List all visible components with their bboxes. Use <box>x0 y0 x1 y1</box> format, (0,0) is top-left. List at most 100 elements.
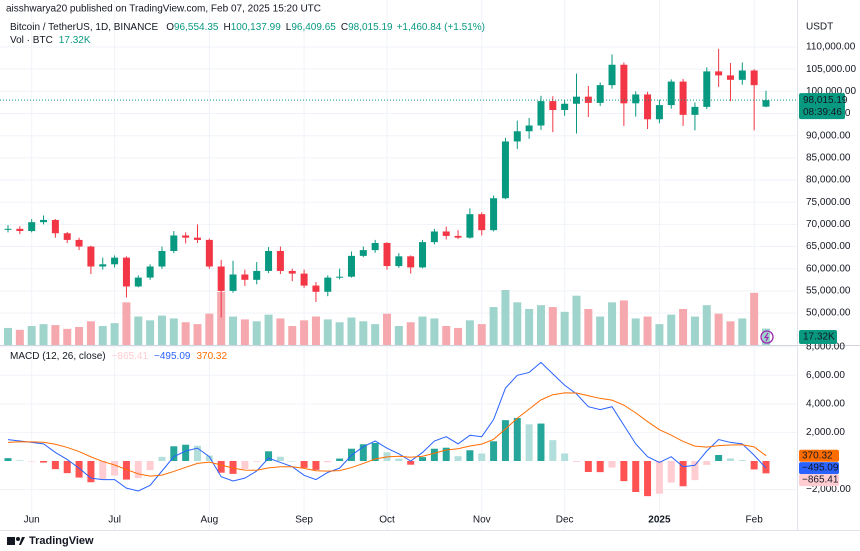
histogram-bar <box>182 444 190 461</box>
volume-bar <box>513 302 522 345</box>
histogram-bar <box>134 461 142 479</box>
ohlc-key: C <box>341 22 348 33</box>
candle-body <box>170 235 178 251</box>
histogram-bar <box>679 461 687 487</box>
footer-brand: TradingView <box>29 535 94 547</box>
histogram-bar <box>4 458 12 461</box>
y-tick-label: 55,000.00 <box>806 286 851 297</box>
histogram-bar <box>395 458 403 461</box>
candle-body <box>146 266 154 278</box>
histogram-bar <box>608 461 616 468</box>
candle-body <box>111 257 119 265</box>
histogram-bar <box>229 461 237 474</box>
histogram-bar <box>620 461 628 482</box>
histogram-bar <box>525 424 533 461</box>
histogram-bar <box>762 461 770 474</box>
x-tick-label: 2025 <box>648 515 671 526</box>
volume-bar <box>714 313 723 345</box>
volume-bar <box>335 322 344 345</box>
histogram-bar <box>324 461 332 463</box>
footer-logo <box>7 537 25 545</box>
histogram-bar <box>63 461 71 474</box>
candle-body <box>561 103 569 110</box>
x-tick-label: Jun <box>24 515 40 526</box>
histogram-bar <box>158 456 166 461</box>
volume-bar <box>536 305 545 345</box>
volume-name: Vol · BTC <box>10 35 53 46</box>
histogram-bar <box>501 420 509 461</box>
candle-body <box>407 256 415 268</box>
value-tag-label: 370.32 <box>802 450 833 461</box>
volume-bar <box>217 291 226 345</box>
histogram-bar <box>300 461 308 468</box>
histogram-bar <box>407 461 415 465</box>
candle-body <box>726 75 734 80</box>
y-tick-label: 100,000.00 <box>806 86 856 97</box>
volume-bar <box>98 326 107 345</box>
volume-bar <box>548 307 557 345</box>
volume-bar <box>726 321 735 345</box>
volume-bar <box>655 324 664 345</box>
candle-body <box>655 105 663 120</box>
y-tick-label: 6,000.00 <box>806 370 845 381</box>
y-tick-label: 105,000.00 <box>806 64 856 75</box>
candle-body <box>312 285 320 292</box>
histogram-bar <box>312 461 320 470</box>
histogram-bar <box>584 461 592 472</box>
histogram-bar <box>632 461 640 492</box>
x-tick-label: Sep <box>295 515 313 526</box>
ohlc-change: +1,460.84 (+1.51%) <box>397 22 485 33</box>
y-tick-label: 2,000.00 <box>806 427 845 438</box>
value-tag-label: −865.41 <box>802 475 839 486</box>
macd-line <box>7 361 767 492</box>
ohlc-value: 96,409.65 <box>291 22 336 33</box>
x-tick-label: Oct <box>379 515 395 526</box>
histogram-bar <box>87 461 95 483</box>
histogram-bar <box>750 461 758 470</box>
histogram-bar <box>205 455 213 461</box>
volume-bar <box>169 318 178 345</box>
volume-bar <box>631 318 640 345</box>
y-tick-label: 90,000.00 <box>806 130 851 141</box>
volume-bar <box>383 313 391 345</box>
histogram-bar <box>644 461 652 497</box>
candle-body <box>75 239 83 247</box>
candle-body <box>466 214 474 238</box>
histogram-bar <box>561 453 569 461</box>
volume-bar <box>525 308 534 345</box>
candle-body <box>679 81 687 115</box>
histogram-bar <box>478 453 486 461</box>
candle-body <box>371 243 379 251</box>
candle-body <box>454 235 462 238</box>
candle-body <box>51 219 59 234</box>
volume-bar <box>418 316 427 345</box>
volume-bar <box>643 316 652 345</box>
histogram-bar <box>170 446 178 461</box>
volume-bar <box>347 317 356 345</box>
histogram-bar <box>537 423 545 461</box>
histogram-bar <box>241 461 249 469</box>
y-tick-label: 60,000.00 <box>806 263 851 274</box>
histogram-bar <box>336 458 344 461</box>
volume-bar <box>608 302 617 345</box>
histogram-bar <box>75 461 83 478</box>
volume-bar <box>465 320 474 345</box>
volume-bar <box>157 315 166 345</box>
histogram-bar <box>442 447 450 461</box>
volume-bar <box>690 316 699 345</box>
labels: 50,000.00 55,000.00 60,000.00 65,000.00 70,0… <box>24 42 857 526</box>
volume-bar <box>122 302 131 345</box>
candle-body <box>691 106 699 115</box>
candle-body <box>87 246 95 267</box>
candle-body <box>715 71 723 76</box>
grid <box>0 0 797 530</box>
event-icon[interactable] <box>760 330 774 344</box>
ohlc-key: H <box>223 22 230 33</box>
histogram-bar <box>194 445 201 461</box>
volume-bar <box>300 320 309 345</box>
histogram-bar <box>28 461 36 462</box>
price-countdown: 08:39:46 <box>803 107 842 118</box>
candle-body <box>525 125 533 132</box>
volume-bar <box>359 321 368 345</box>
